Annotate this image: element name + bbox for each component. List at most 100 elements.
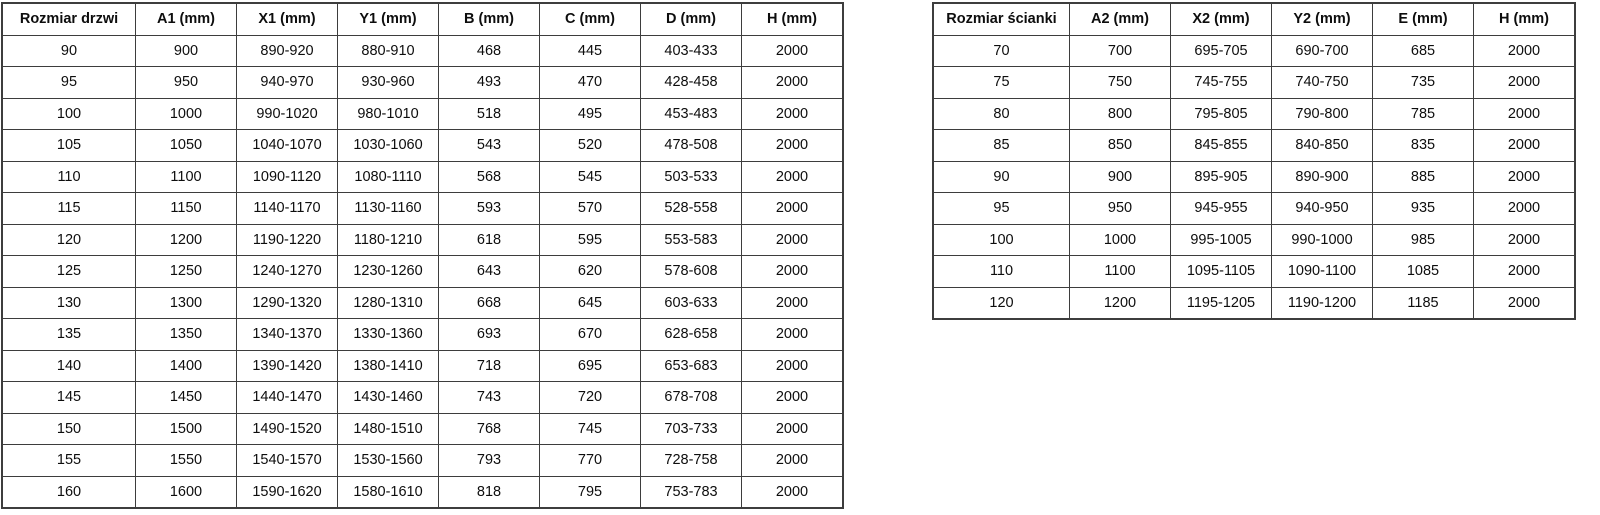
table-cell: 1340-1370 xyxy=(236,318,338,351)
table-cell: 493 xyxy=(438,66,540,99)
table-cell: 503-533 xyxy=(640,160,742,193)
table-cell: 145 xyxy=(1,381,136,414)
table-cell: 110 xyxy=(1,160,136,193)
table-cell: 750 xyxy=(1069,66,1171,99)
table-cell: 643 xyxy=(438,255,540,288)
table-cell: 670 xyxy=(539,318,641,351)
table-cell: 1230-1260 xyxy=(337,255,439,288)
table-cell: 1580-1610 xyxy=(337,475,439,509)
table-cell: 2000 xyxy=(741,318,844,351)
column-header: D (mm) xyxy=(640,2,742,36)
table-cell: 1140-1170 xyxy=(236,192,338,225)
table-cell: 995-1005 xyxy=(1170,223,1272,256)
table-cell: 768 xyxy=(438,412,540,445)
table-cell: 1550 xyxy=(135,444,237,477)
column-header: X2 (mm) xyxy=(1170,2,1272,36)
table-cell: 935 xyxy=(1372,192,1474,225)
column-header: Y2 (mm) xyxy=(1271,2,1373,36)
table-cell: 1430-1460 xyxy=(337,381,439,414)
table-cell: 1480-1510 xyxy=(337,412,439,445)
table-row: 95 950 945-955 940-950 935 2000 xyxy=(932,192,1576,225)
table-cell: 428-458 xyxy=(640,66,742,99)
table-row: 80 800 795-805 790-800 785 2000 xyxy=(932,97,1576,130)
table-cell: 2000 xyxy=(741,34,844,67)
table-cell: 2000 xyxy=(1473,255,1576,288)
table-cell: 685 xyxy=(1372,34,1474,67)
table-cell: 2000 xyxy=(1473,66,1576,99)
table-cell: 130 xyxy=(1,286,136,319)
table-row: 125 1250 1240-1270 1230-1260 643 620 578-608 20… xyxy=(1,255,844,288)
column-header: Y1 (mm) xyxy=(337,2,439,36)
table-cell: 2000 xyxy=(741,381,844,414)
table-cell: 2000 xyxy=(741,412,844,445)
table-cell: 1150 xyxy=(135,192,237,225)
table-cell: 1200 xyxy=(135,223,237,256)
table-cell: 603-633 xyxy=(640,286,742,319)
table-row: 90 900 890-920 880-910 468 445 403-433 2000 xyxy=(1,34,844,67)
table-cell: 980-1010 xyxy=(337,97,439,130)
table-cell: 140 xyxy=(1,349,136,382)
table-row: 85 850 845-855 840-850 835 2000 xyxy=(932,129,1576,162)
table-cell: 2000 xyxy=(1473,192,1576,225)
table-cell: 528-558 xyxy=(640,192,742,225)
table-cell: 1000 xyxy=(1069,223,1171,256)
table-row: 105 1050 1040-1070 1030-1060 543 520 478-508 20… xyxy=(1,129,844,162)
table-cell: 155 xyxy=(1,444,136,477)
table-cell: 568 xyxy=(438,160,540,193)
table-cell: 990-1000 xyxy=(1271,223,1373,256)
table-cell: 728-758 xyxy=(640,444,742,477)
table-cell: 1300 xyxy=(135,286,237,319)
table-cell: 645 xyxy=(539,286,641,319)
table-cell: 110 xyxy=(932,255,1070,288)
table-cell: 850 xyxy=(1069,129,1171,162)
table-cell: 468 xyxy=(438,34,540,67)
table-cell: 2000 xyxy=(741,97,844,130)
table-cell: 545 xyxy=(539,160,641,193)
table-cell: 2000 xyxy=(741,192,844,225)
table-cell: 1130-1160 xyxy=(337,192,439,225)
table-cell: 2000 xyxy=(1473,223,1576,256)
table-cell: 100 xyxy=(1,97,136,130)
table-cell: 1100 xyxy=(135,160,237,193)
table-cell: 1090-1120 xyxy=(236,160,338,193)
table-cell: 1380-1410 xyxy=(337,349,439,382)
table-cell: 1390-1420 xyxy=(236,349,338,382)
table-cell: 718 xyxy=(438,349,540,382)
column-header: H (mm) xyxy=(741,2,844,36)
table-cell: 1540-1570 xyxy=(236,444,338,477)
table-row: 110 1100 1095-1105 1090-1100 1085 2000 xyxy=(932,255,1576,288)
table-cell: 2000 xyxy=(741,160,844,193)
table-cell: 2000 xyxy=(1473,97,1576,130)
table-row: 130 1300 1290-1320 1280-1310 668 645 603-633 20… xyxy=(1,286,844,319)
header-row: Rozmiar drzwi A1 (mm) X1 (mm) Y1 (mm) B (mm)… xyxy=(1,2,844,36)
table-row: 115 1150 1140-1170 1130-1160 593 570 528-558 20… xyxy=(1,192,844,225)
column-header: H (mm) xyxy=(1473,2,1576,36)
table-cell: 890-900 xyxy=(1271,160,1373,193)
table-cell: 900 xyxy=(1069,160,1171,193)
table-cell: 1030-1060 xyxy=(337,129,439,162)
table-cell: 770 xyxy=(539,444,641,477)
table-cell: 1195-1205 xyxy=(1170,286,1272,320)
door-size-table: Rozmiar drzwi A1 (mm) X1 (mm) Y1 (mm) B (mm)… xyxy=(1,2,844,509)
table-cell: 720 xyxy=(539,381,641,414)
table-cell: 890-920 xyxy=(236,34,338,67)
table-cell: 800 xyxy=(1069,97,1171,130)
table-cell: 1095-1105 xyxy=(1170,255,1272,288)
table-cell: 628-658 xyxy=(640,318,742,351)
table-cell: 120 xyxy=(1,223,136,256)
table-cell: 2000 xyxy=(1473,129,1576,162)
table-cell: 693 xyxy=(438,318,540,351)
table-cell: 790-800 xyxy=(1271,97,1373,130)
column-header: Rozmiar ścianki xyxy=(932,2,1070,36)
table-cell: 80 xyxy=(932,97,1070,130)
table-cell: 793 xyxy=(438,444,540,477)
table-cell: 940-970 xyxy=(236,66,338,99)
table-cell: 95 xyxy=(1,66,136,99)
table-cell: 653-683 xyxy=(640,349,742,382)
table-cell: 1080-1110 xyxy=(337,160,439,193)
table-row: 90 900 895-905 890-900 885 2000 xyxy=(932,160,1576,193)
table-cell: 703-733 xyxy=(640,412,742,445)
table-cell: 1200 xyxy=(1069,286,1171,320)
table-row: 70 700 695-705 690-700 685 2000 xyxy=(932,34,1576,67)
table-cell: 1100 xyxy=(1069,255,1171,288)
